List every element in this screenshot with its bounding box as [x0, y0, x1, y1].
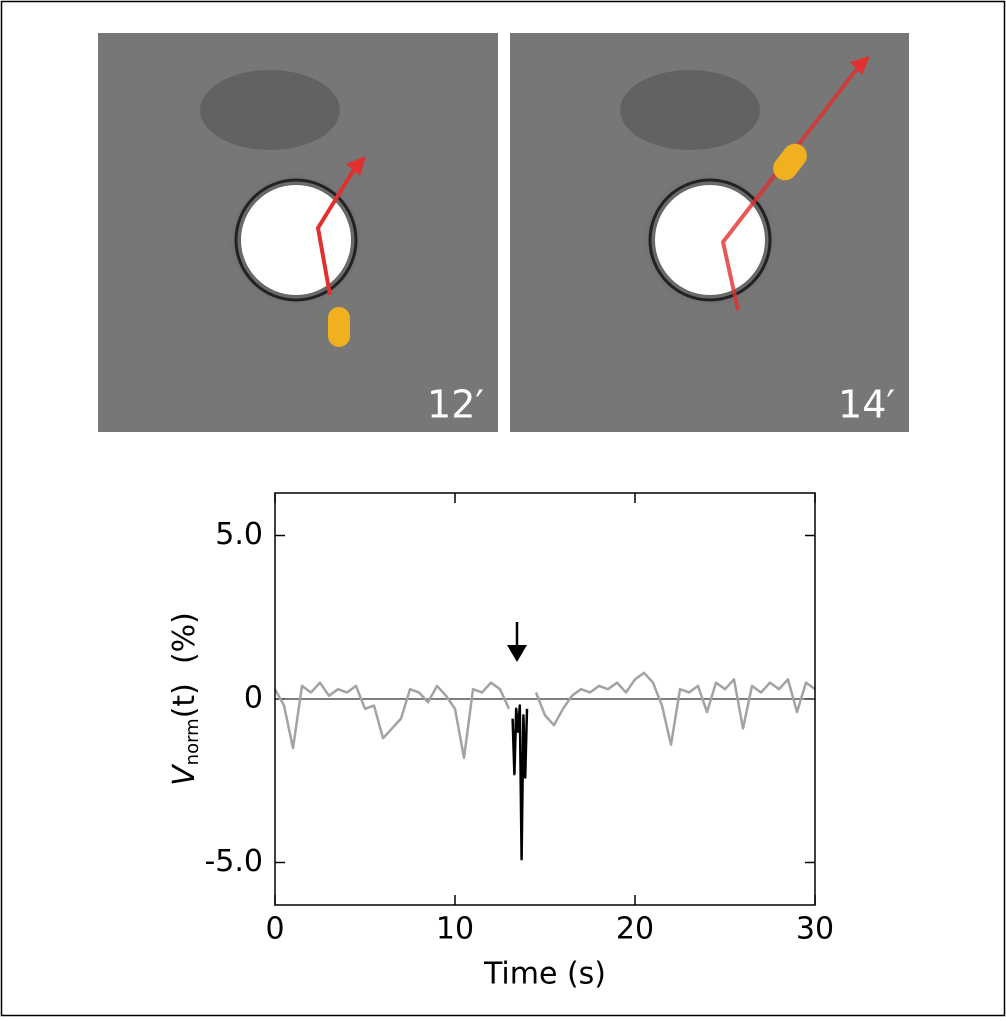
series-line [273, 681, 511, 760]
bead [655, 185, 765, 295]
chart: Time (s) Vnorm(t) (%) 5.00-5.00 10 20 30 [167, 492, 834, 992]
ring [234, 178, 358, 302]
y-tick-label: -5.0 [204, 844, 263, 879]
image-label: 14′ [838, 383, 895, 427]
trajectory [315, 161, 360, 296]
series-line [534, 671, 816, 747]
y-tick-label: 0 [244, 681, 263, 716]
shadow [200, 70, 340, 150]
x-axis-label: Time (s) [483, 957, 606, 992]
arrow-head [850, 56, 870, 75]
y-axis-label: Vnorm(t) (%) [167, 612, 204, 786]
micrograph: 14′ [510, 33, 909, 432]
bacterium [773, 143, 807, 181]
series-line [511, 704, 529, 861]
ring [648, 178, 772, 302]
x-tick-label: 10 [436, 912, 474, 947]
micrograph: 12′ [98, 33, 498, 432]
y-label-rest: (t) (%) [167, 612, 202, 718]
shadow [620, 70, 760, 150]
bacterium [328, 307, 350, 347]
trajectory [720, 63, 862, 311]
x-tick-label: 20 [616, 912, 654, 947]
arrow-head [346, 156, 366, 176]
image-label: 12′ [427, 383, 484, 427]
y-label-main: V [167, 763, 202, 786]
y-tick-label: 5.0 [215, 517, 263, 552]
x-tick-label: 0 [265, 912, 284, 947]
x-tick-label: 30 [796, 912, 834, 947]
plot-frame [274, 492, 816, 906]
y-label-sub: norm [182, 718, 203, 765]
annotation-arrow-head [507, 645, 527, 662]
